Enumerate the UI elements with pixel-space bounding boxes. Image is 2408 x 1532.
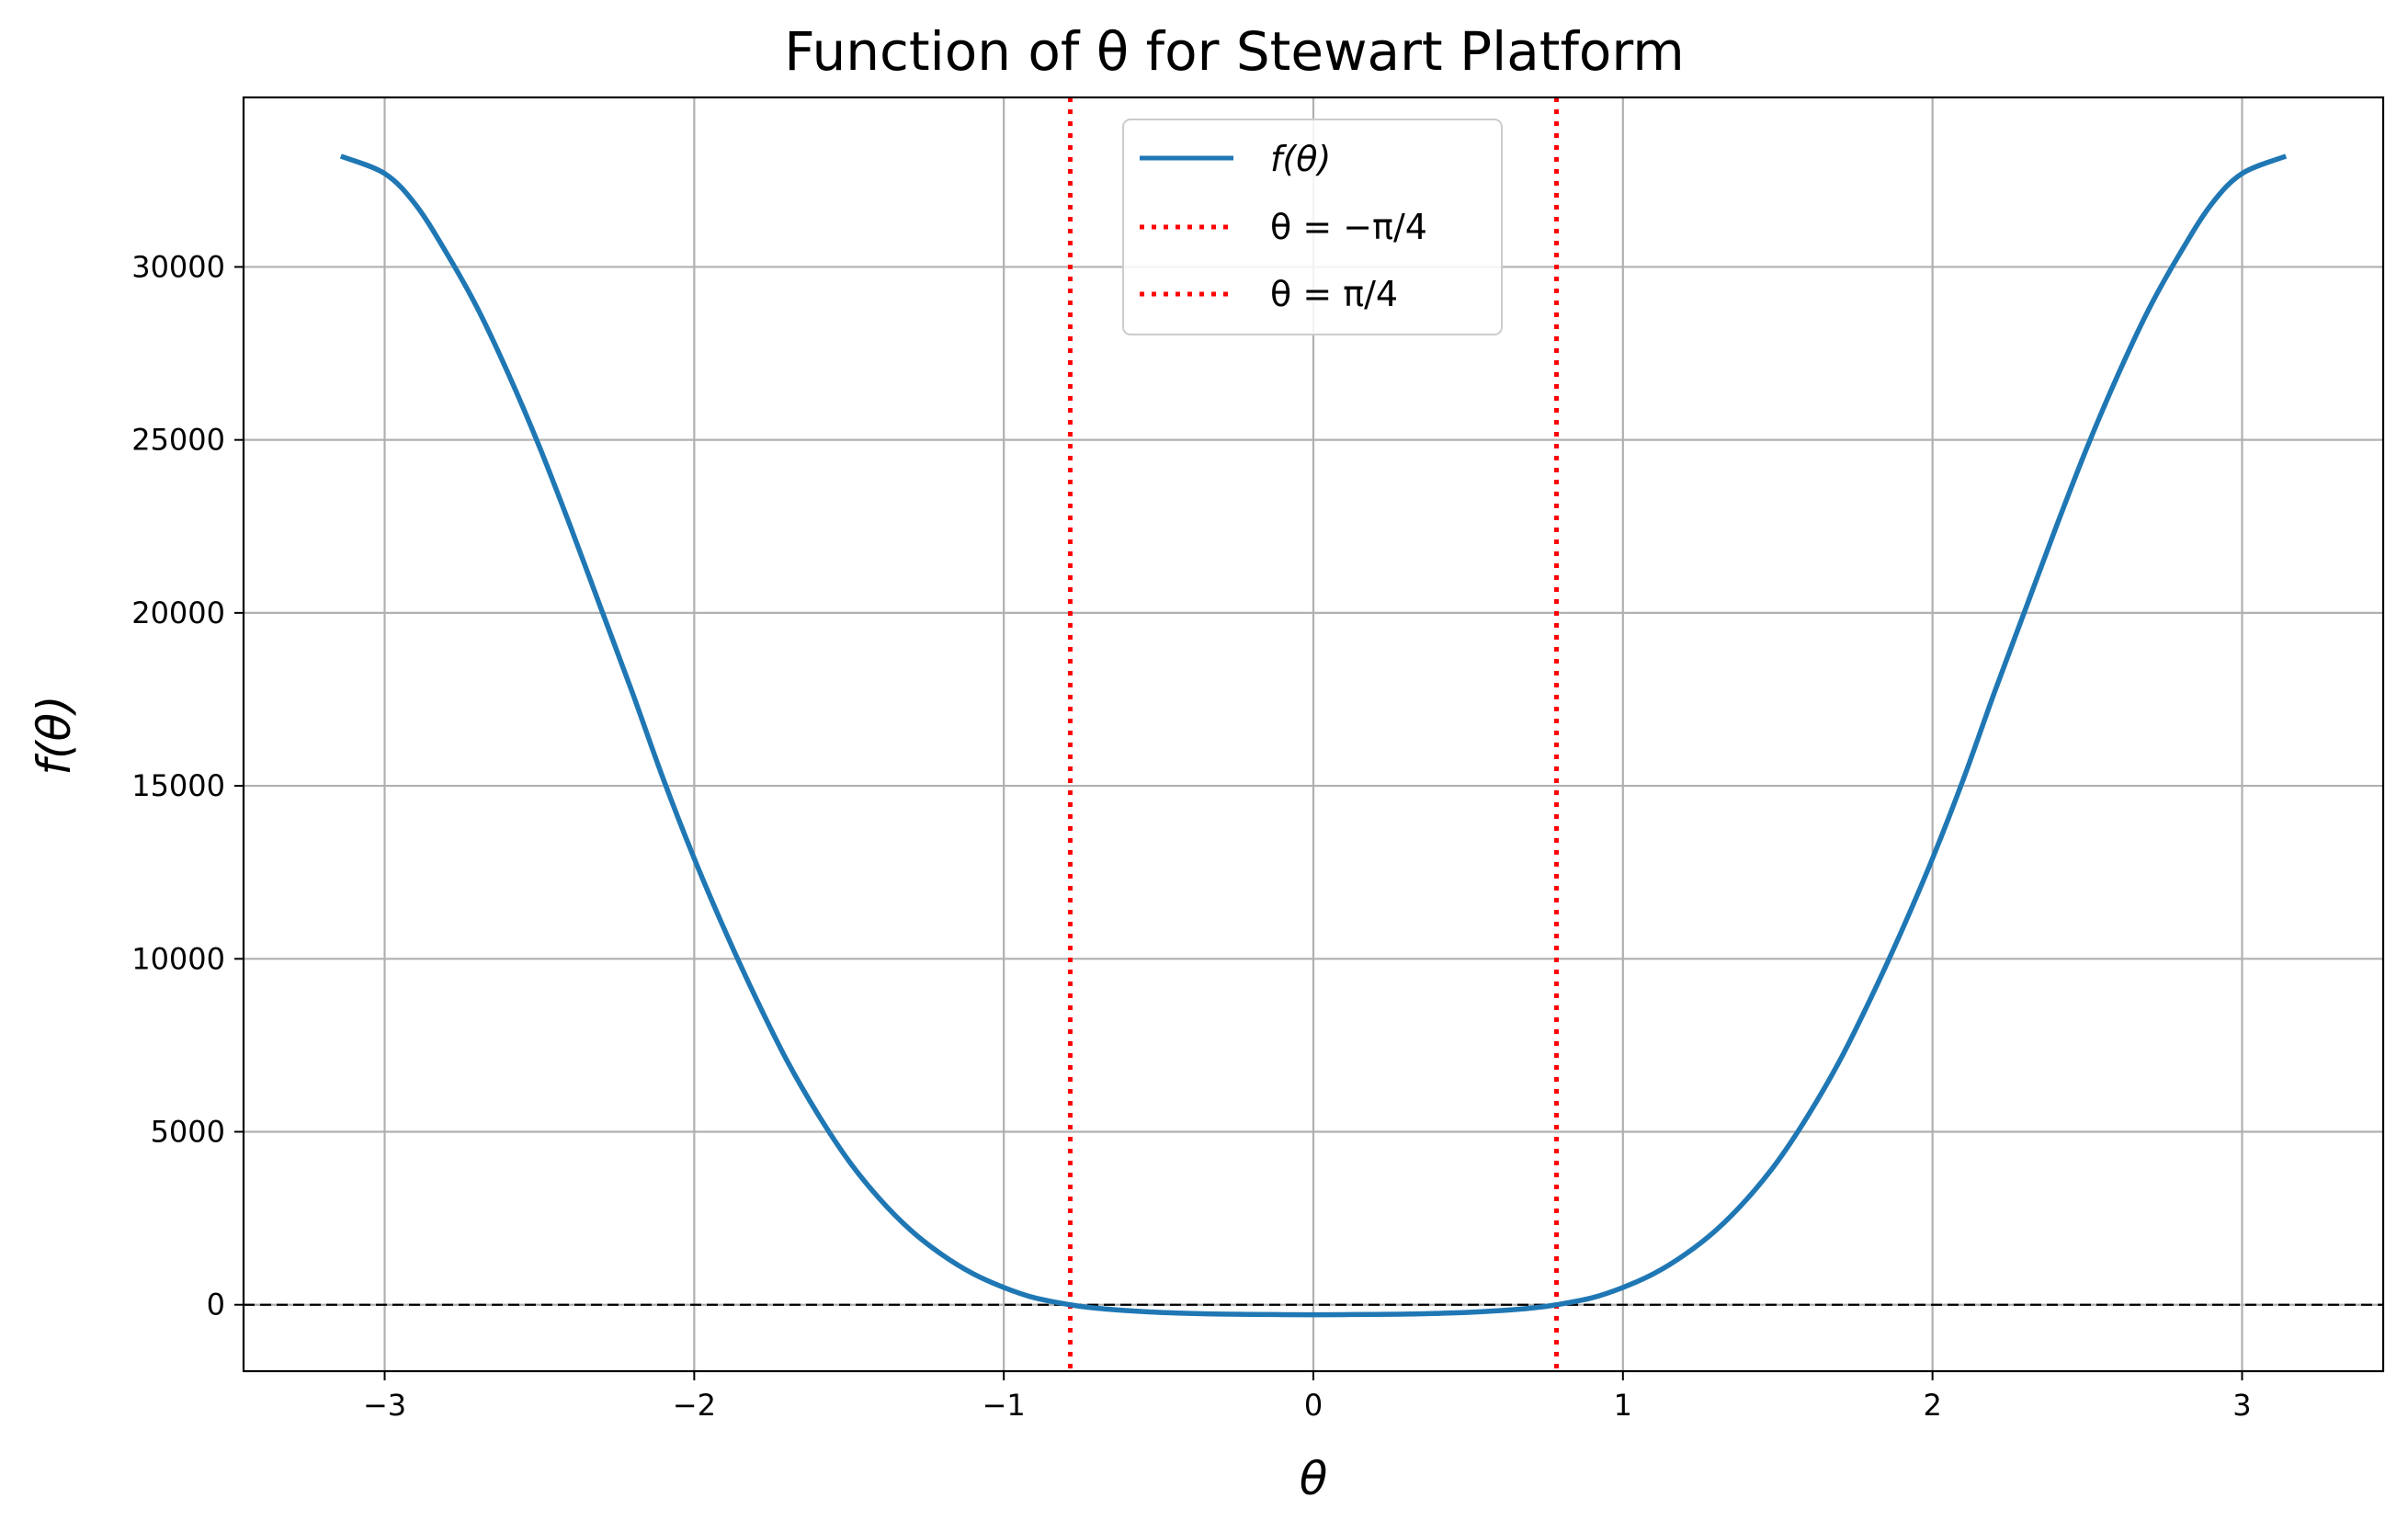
x-axis-title: θ	[1300, 1452, 1328, 1505]
y-tick-label: 10000	[131, 941, 225, 976]
y-tick-label: 15000	[131, 768, 225, 803]
y-tick-label: 30000	[131, 249, 225, 284]
series-layer	[339, 153, 2288, 1318]
y-tick-label: 0	[207, 1288, 225, 1322]
x-axis-ticks: −3 −2 −1 0 1 2 3	[363, 1371, 2252, 1423]
y-tick-label: 25000	[131, 423, 225, 458]
legend-label-minus-pi-over-4: θ = −π/4	[1270, 207, 1427, 247]
series-line-f-theta	[339, 153, 2288, 1318]
y-axis-ticks: 0 5000 10000 15000 20000 25000 30000	[131, 249, 244, 1322]
x-tick-label: 2	[1923, 1388, 1941, 1423]
x-tick-label: 0	[1304, 1388, 1323, 1423]
x-tick-label: −3	[363, 1388, 406, 1423]
legend-box	[1122, 119, 1503, 335]
y-tick-label: 5000	[151, 1115, 225, 1150]
x-tick-label: 1	[1614, 1388, 1632, 1423]
y-axis-title: f(θ)	[28, 695, 81, 775]
legend: f(θ) θ = −π/4 θ = π/4	[1122, 119, 1503, 335]
legend-label-f-theta: f(θ)	[1270, 139, 1331, 179]
reference-lines	[244, 97, 2383, 1371]
plot-area	[242, 96, 2385, 1373]
legend-label-pi-over-4: θ = π/4	[1270, 274, 1398, 314]
x-tick-label: −1	[983, 1388, 1026, 1423]
y-tick-label: 20000	[131, 596, 225, 630]
chart-title: Function of θ for Stewart Platform	[784, 20, 1684, 83]
x-tick-label: −2	[673, 1388, 716, 1423]
x-tick-label: 3	[2232, 1388, 2251, 1423]
